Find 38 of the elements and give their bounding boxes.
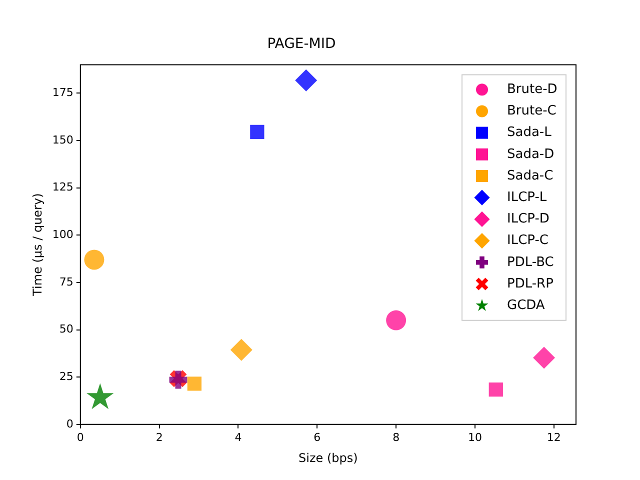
x-axis-title: Size (bps) xyxy=(298,450,358,465)
x-tick-label: 0 xyxy=(76,430,84,444)
legend-label: Brute-D xyxy=(507,82,558,97)
point xyxy=(295,69,318,92)
point xyxy=(533,346,556,369)
legend-label: Sada-L xyxy=(507,125,552,140)
point xyxy=(488,382,503,397)
point xyxy=(386,310,406,330)
x-tick-label: 8 xyxy=(392,430,400,444)
y-tick-label: 50 xyxy=(59,322,74,336)
legend-label: Brute-C xyxy=(507,104,556,119)
legend-label: PDL-RP xyxy=(507,276,554,292)
legend-label: PDL-BC xyxy=(507,254,554,270)
x-tick-label: 10 xyxy=(468,430,482,444)
y-tick-label: 25 xyxy=(59,370,74,383)
y-tick-label: 75 xyxy=(59,275,74,288)
y-tick-label: 125 xyxy=(52,180,74,194)
x-tick-label: 2 xyxy=(156,430,163,444)
legend-label: ILCP-C xyxy=(507,233,548,248)
legend-label: ILCP-L xyxy=(507,190,548,205)
point xyxy=(250,124,264,140)
point xyxy=(230,338,252,361)
chart-title: PAGE-MID xyxy=(267,36,336,52)
x-tick-label: 4 xyxy=(234,430,242,444)
legend-label: Sada-D xyxy=(507,146,554,162)
y-tick-label: 150 xyxy=(52,133,74,146)
legend-label: ILCP-D xyxy=(507,212,550,227)
x-tick-label: 6 xyxy=(314,430,321,444)
x-tick-label: 12 xyxy=(546,430,561,444)
y-tick-label: 175 xyxy=(52,86,74,100)
y-axis-title: Time (µs / query) xyxy=(30,193,44,297)
legend-label: Sada-C xyxy=(507,168,554,184)
legend-label: GCDA xyxy=(507,298,545,313)
y-tick-label: 100 xyxy=(52,228,74,241)
point xyxy=(84,250,104,270)
point xyxy=(187,376,202,391)
y-tick-label: 0 xyxy=(66,417,74,430)
point xyxy=(86,383,114,410)
